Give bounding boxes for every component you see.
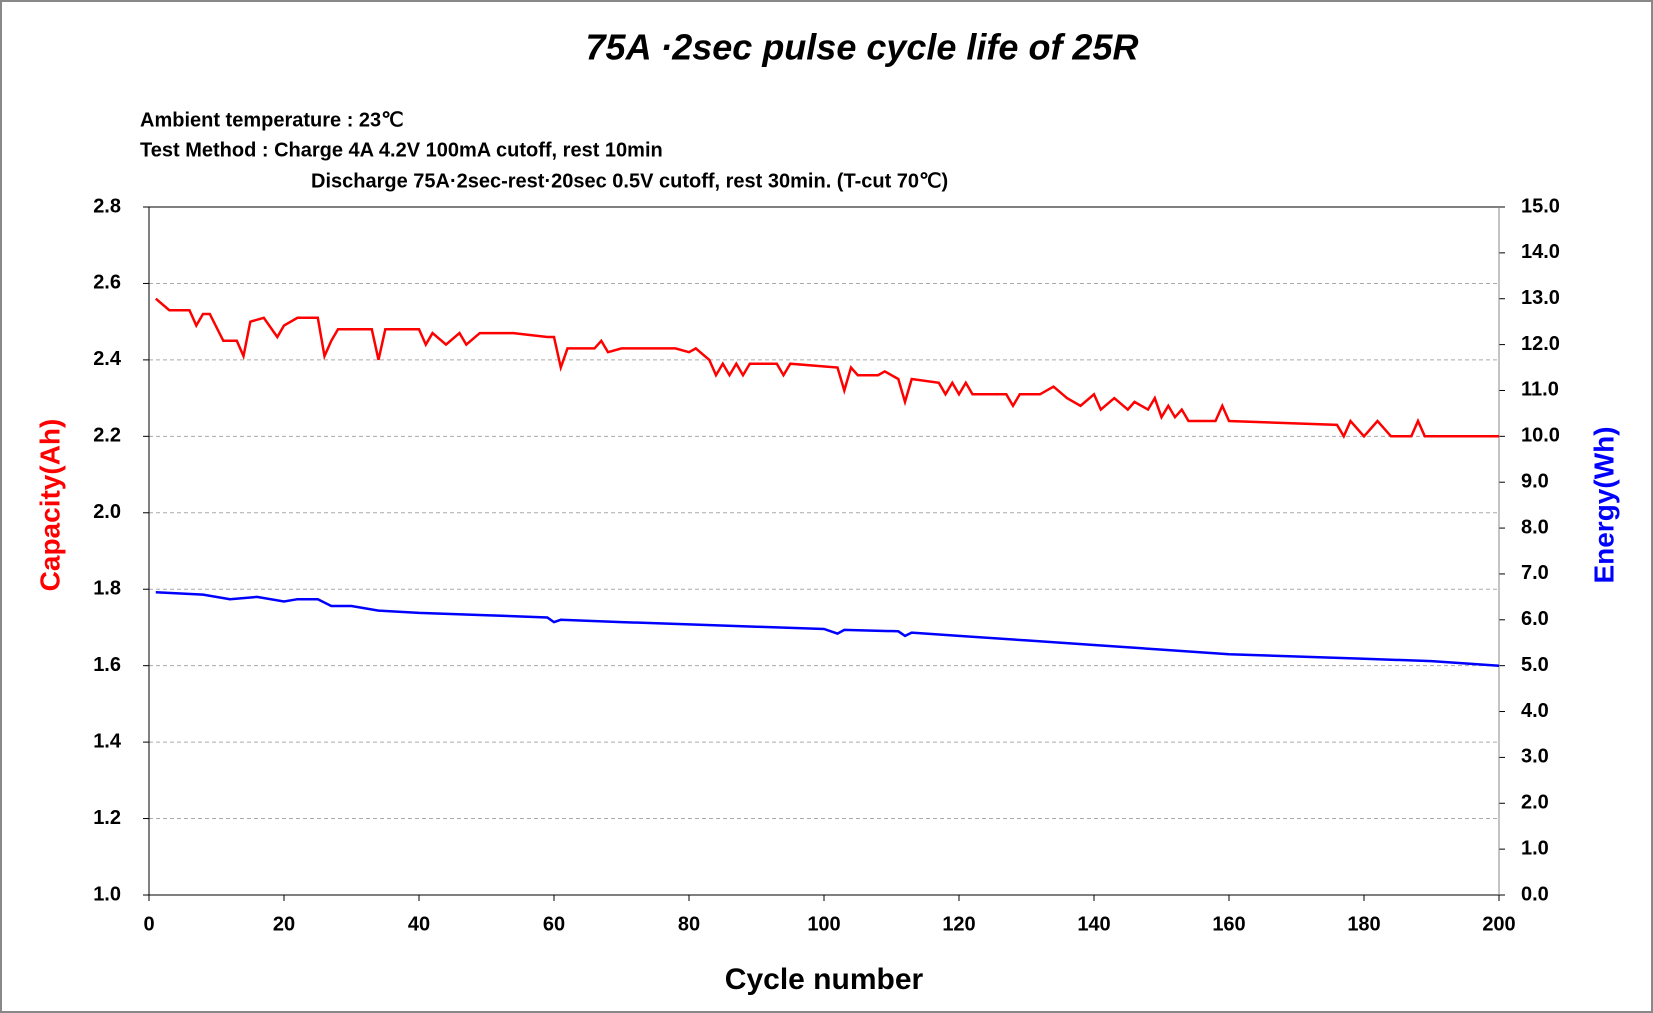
y-axis-label: Capacity(Ah) bbox=[34, 419, 65, 592]
x-tick-label: 160 bbox=[1212, 913, 1245, 935]
y2-tick-label: 6.0 bbox=[1521, 608, 1549, 630]
y-tick-label: 1.2 bbox=[93, 807, 121, 829]
y-tick-label: 2.8 bbox=[93, 195, 121, 217]
y2-tick-label: 14.0 bbox=[1521, 241, 1560, 263]
y2-tick-label: 15.0 bbox=[1521, 195, 1560, 217]
y2-tick-label: 8.0 bbox=[1521, 516, 1549, 538]
x-tick-label: 20 bbox=[273, 913, 295, 935]
chart-title: 75A ·2sec pulse cycle life of 25R bbox=[586, 27, 1139, 68]
y2-tick-label: 0.0 bbox=[1521, 883, 1549, 905]
annotation: Discharge 75A·2sec-rest·20sec 0.5V cutof… bbox=[311, 170, 948, 192]
x-tick-label: 0 bbox=[143, 913, 154, 935]
y2-tick-label: 9.0 bbox=[1521, 470, 1549, 492]
y2-tick-label: 13.0 bbox=[1521, 287, 1560, 309]
y2-axis-label: Energy(Wh) bbox=[1588, 426, 1619, 583]
x-tick-label: 180 bbox=[1347, 913, 1380, 935]
series-line bbox=[154, 297, 1499, 440]
y2-tick-label: 5.0 bbox=[1521, 654, 1549, 676]
series-line bbox=[155, 591, 1500, 667]
x-tick-label: 120 bbox=[942, 913, 975, 935]
y2-tick-label: 12.0 bbox=[1521, 333, 1560, 355]
y-tick-label: 1.8 bbox=[93, 578, 121, 600]
y-tick-label: 2.2 bbox=[93, 425, 121, 447]
x-tick-label: 60 bbox=[543, 913, 565, 935]
y-tick-label: 2.6 bbox=[93, 272, 121, 294]
y2-tick-label: 2.0 bbox=[1521, 792, 1549, 814]
x-tick-label: 100 bbox=[807, 913, 840, 935]
y2-tick-label: 7.0 bbox=[1521, 562, 1549, 584]
x-tick-label: 140 bbox=[1077, 913, 1110, 935]
y2-tick-label: 11.0 bbox=[1521, 379, 1559, 401]
y-tick-label: 2.4 bbox=[93, 348, 122, 370]
annotation: Test Method : Charge 4A 4.2V 100mA cutof… bbox=[140, 139, 663, 161]
x-tick-label: 200 bbox=[1482, 913, 1515, 935]
y-tick-label: 1.0 bbox=[93, 883, 121, 905]
x-tick-label: 40 bbox=[408, 913, 430, 935]
y2-tick-label: 1.0 bbox=[1521, 837, 1549, 859]
annotation: Ambient temperature : 23℃ bbox=[140, 109, 404, 131]
x-axis-label: Cycle number bbox=[725, 963, 924, 996]
y-tick-label: 2.0 bbox=[93, 501, 121, 523]
y2-tick-label: 4.0 bbox=[1521, 700, 1549, 722]
y-tick-label: 1.4 bbox=[93, 730, 122, 752]
x-tick-label: 80 bbox=[678, 913, 700, 935]
y-tick-label: 1.6 bbox=[93, 654, 121, 676]
y2-tick-label: 10.0 bbox=[1521, 425, 1560, 447]
y2-tick-label: 3.0 bbox=[1521, 746, 1549, 768]
